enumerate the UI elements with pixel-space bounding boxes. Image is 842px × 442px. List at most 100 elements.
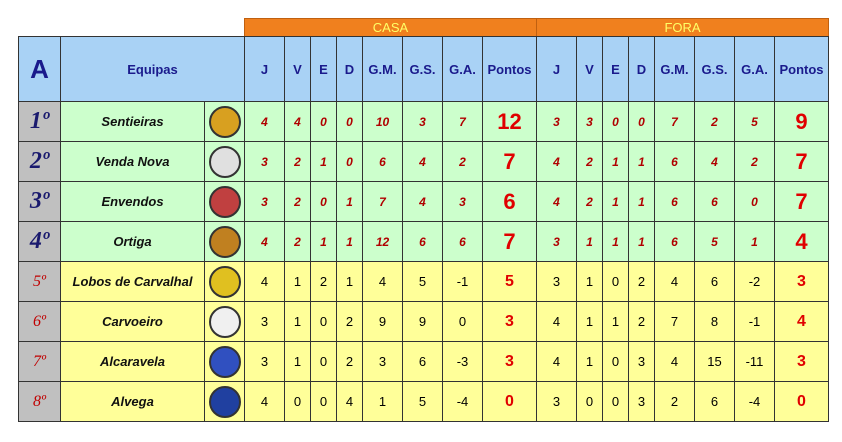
stat: 0 — [310, 181, 337, 222]
stat: 6 — [694, 381, 735, 422]
stat: -1 — [442, 261, 483, 302]
points: 7 — [482, 141, 537, 182]
stat: 1 — [284, 301, 311, 342]
stat: 1 — [576, 341, 603, 382]
stat: 6 — [402, 341, 443, 382]
stat: 1 — [602, 141, 629, 182]
stat: 0 — [336, 101, 363, 142]
stat: 2 — [576, 141, 603, 182]
stat: 3 — [536, 381, 577, 422]
rank: 1º — [18, 101, 61, 142]
stat: 1 — [362, 381, 403, 422]
rank: 6º — [18, 301, 61, 342]
stat: 0 — [310, 101, 337, 142]
stat: 4 — [536, 301, 577, 342]
stat: 5 — [402, 261, 443, 302]
logo-cell — [204, 141, 245, 182]
stat: 2 — [694, 101, 735, 142]
column-header: G.M. — [362, 36, 403, 102]
points: 12 — [482, 101, 537, 142]
away-group-header: FORA — [536, 18, 829, 37]
team-crest — [208, 185, 241, 218]
team-name: Venda Nova — [60, 141, 205, 182]
team-name: Carvoeiro — [60, 301, 205, 342]
stat: -1 — [734, 301, 775, 342]
column-header: D — [628, 36, 655, 102]
stat: 0 — [576, 381, 603, 422]
column-header: Pontos — [774, 36, 829, 102]
column-header: G.S. — [402, 36, 443, 102]
column-header: D — [336, 36, 363, 102]
points: 3 — [774, 341, 829, 382]
stat: 2 — [284, 221, 311, 262]
column-header: E — [310, 36, 337, 102]
stat: 4 — [244, 261, 285, 302]
stat: 4 — [244, 101, 285, 142]
team-name: Lobos de Carvalhal — [60, 261, 205, 302]
stat: 4 — [536, 341, 577, 382]
points: 5 — [482, 261, 537, 302]
stat: 3 — [536, 221, 577, 262]
stat: 4 — [694, 141, 735, 182]
stat: 2 — [576, 181, 603, 222]
stat: 4 — [402, 181, 443, 222]
rank: 2º — [18, 141, 61, 182]
column-header: V — [576, 36, 603, 102]
stat: 4 — [284, 101, 311, 142]
stat: 1 — [602, 301, 629, 342]
points: 3 — [482, 341, 537, 382]
stat: 6 — [402, 221, 443, 262]
stat: 6 — [654, 181, 695, 222]
stat: 1 — [336, 221, 363, 262]
stat: 0 — [602, 261, 629, 302]
stat: 5 — [734, 101, 775, 142]
stat: 0 — [602, 101, 629, 142]
stat: 1 — [628, 141, 655, 182]
stat: 1 — [628, 221, 655, 262]
stat: -4 — [442, 381, 483, 422]
stat: 1 — [336, 181, 363, 222]
stat: 2 — [336, 301, 363, 342]
points: 3 — [774, 261, 829, 302]
stat: 3 — [536, 261, 577, 302]
stat: -3 — [442, 341, 483, 382]
stat: 0 — [310, 301, 337, 342]
stat: 7 — [362, 181, 403, 222]
logo-cell — [204, 181, 245, 222]
logo-cell — [204, 101, 245, 142]
team-name: Envendos — [60, 181, 205, 222]
stat: 4 — [402, 141, 443, 182]
stat: 6 — [362, 141, 403, 182]
stat: 10 — [362, 101, 403, 142]
stat: 15 — [694, 341, 735, 382]
stat: 2 — [284, 141, 311, 182]
stat: 1 — [284, 261, 311, 302]
stat: 2 — [734, 141, 775, 182]
stat: 3 — [402, 101, 443, 142]
stat: 3 — [628, 381, 655, 422]
column-header: G.S. — [694, 36, 735, 102]
column-header: J — [244, 36, 285, 102]
stat: 0 — [336, 141, 363, 182]
stat: 4 — [654, 261, 695, 302]
stat: 0 — [284, 381, 311, 422]
stat: 2 — [336, 341, 363, 382]
rank: 3º — [18, 181, 61, 222]
stat: 3 — [362, 341, 403, 382]
column-header: V — [284, 36, 311, 102]
logo-cell — [204, 221, 245, 262]
team-name: Ortiga — [60, 221, 205, 262]
rank: 7º — [18, 341, 61, 382]
team-crest — [208, 105, 241, 138]
group-letter: A — [18, 36, 61, 102]
stat: 3 — [244, 141, 285, 182]
team-name: Alcaravela — [60, 341, 205, 382]
logo-cell — [204, 341, 245, 382]
stat: 4 — [536, 141, 577, 182]
stat: 1 — [284, 341, 311, 382]
column-header: E — [602, 36, 629, 102]
logo-cell — [204, 381, 245, 422]
stat: 2 — [628, 261, 655, 302]
stat: 2 — [284, 181, 311, 222]
stat: 6 — [694, 181, 735, 222]
